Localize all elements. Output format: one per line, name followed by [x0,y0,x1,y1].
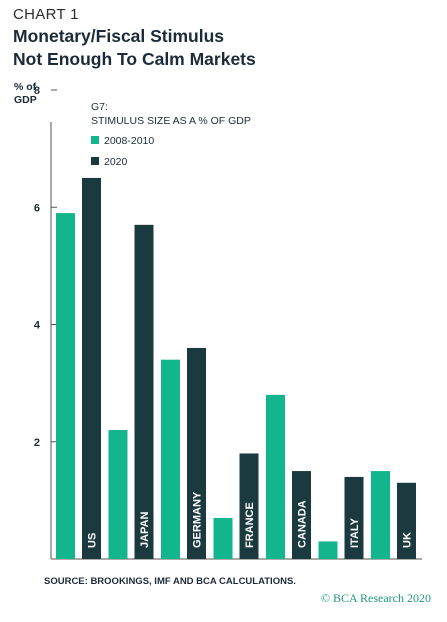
bar-canada-2020 [292,471,311,559]
category-label: US [87,533,99,548]
y-tick-label: 4 [34,320,41,332]
legend-label: 2020 [104,156,128,168]
chart-title-line2: Not Enough To Calm Markets [13,49,256,69]
y-tick-label: 2 [34,437,40,449]
bar-us-2020 [82,177,101,559]
legend-swatch [91,136,99,144]
legend-title: G7: [91,101,108,113]
chart-title: Monetary/Fiscal Stimulus Not Enough To C… [13,25,433,71]
legend-title: STIMULUS SIZE AS A % OF GDP [91,115,251,127]
bar-france-2020 [239,453,259,559]
category-label: GERMANY [192,491,204,548]
bar-italy-2020 [344,476,364,559]
category-label: FRANCE [244,502,256,548]
bar-japan-2008-2010 [108,430,128,559]
category-label: JAPAN [139,511,151,548]
category-label: UK [402,532,414,548]
bar-us-2008-2010 [56,213,75,560]
legend-swatch [91,157,99,165]
bar-uk-2020 [397,482,416,559]
bar-canada-2008-2010 [266,394,285,559]
bar-japan-2020 [134,224,154,559]
legend-label: 2008-2010 [104,135,154,147]
bar-germany-2020 [187,347,206,559]
y-tick-label: 6 [34,202,40,214]
chart-number: CHART 1 [13,6,79,23]
chart-title-line1: Monetary/Fiscal Stimulus [13,26,225,46]
category-label: ITALY [349,517,361,548]
y-tick-label: 8 [34,85,40,97]
bar-italy-2008-2010 [318,541,338,559]
bar-france-2008-2010 [213,517,233,559]
source-note: SOURCE: BROOKINGS, IMF AND BCA CALCULATI… [44,576,296,587]
credit-note: © BCA Research 2020 [320,591,431,605]
bar-germany-2008-2010 [161,359,180,559]
bar-uk-2008-2010 [371,471,390,559]
y-axis-label: % of [14,81,37,93]
y-axis-label: GDP [14,94,37,106]
category-label: CANADA [297,500,309,548]
